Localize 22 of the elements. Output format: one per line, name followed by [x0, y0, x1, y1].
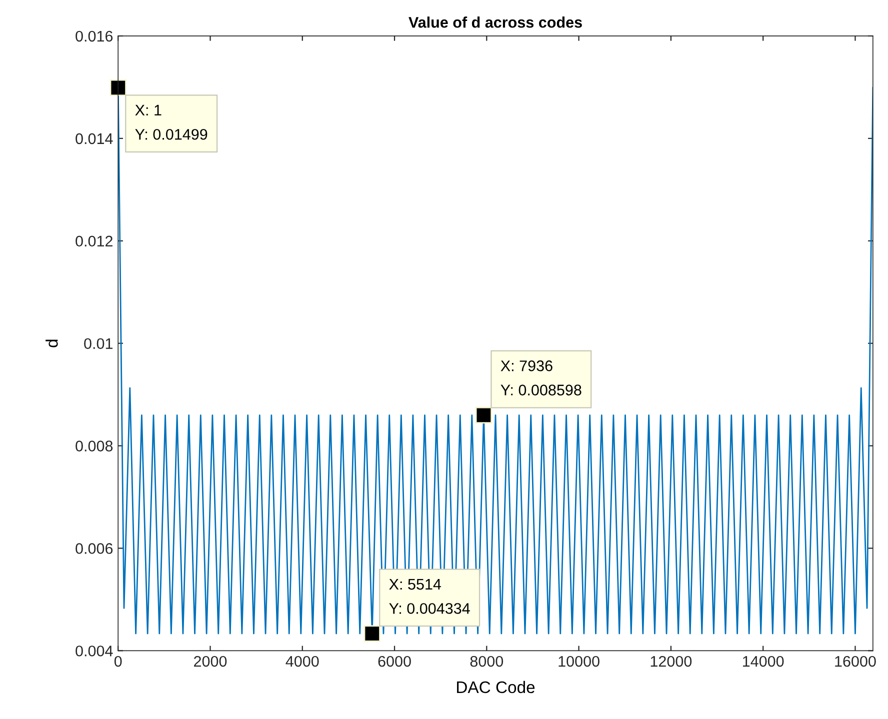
x-tick-label: 12000 [650, 656, 692, 667]
y-tick-label: 0.016 [76, 30, 113, 42]
x-tick-label: 6000 [378, 656, 411, 667]
x-axis-title: DAC Code [457, 680, 535, 694]
y-axis-title: d [46, 340, 58, 348]
annotation: X: 5514 Y: 0.004334 [389, 579, 470, 614]
x-tick-label: 2000 [194, 656, 227, 667]
y-tick-label: 0.008 [76, 440, 113, 452]
x-tick-label: 4000 [286, 656, 319, 667]
chart-title: Value of d across codes [408, 16, 582, 28]
y-tick-label: 0.01 [84, 338, 112, 350]
annotation: X: 7936 Y: 0.008598 [500, 360, 582, 396]
x-tick-label: 8000 [470, 656, 504, 667]
x-tick-label: 14000 [743, 656, 784, 667]
y-tick-label: 0.012 [76, 236, 112, 247]
y-tick-label: 0.006 [76, 543, 113, 554]
x-tick-label: 16000 [835, 656, 876, 667]
annotation: X: 1 Y: 0.01499 [135, 104, 208, 140]
x-tick-label: 10000 [558, 656, 600, 667]
y-tick-label: 0.004 [76, 646, 113, 656]
y-tick-label: 0.014 [76, 133, 113, 144]
x-tick-label: 0 [114, 656, 122, 667]
